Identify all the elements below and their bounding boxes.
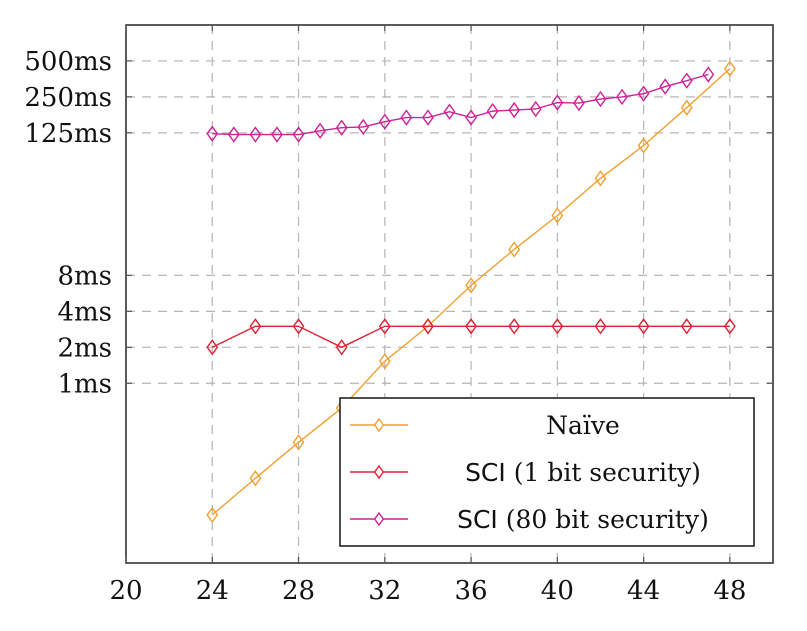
series-line (212, 73, 709, 136)
legend-label: Naïve (546, 411, 620, 440)
data-point-marker (616, 88, 628, 106)
data-point-marker (292, 434, 305, 451)
data-point-marker (551, 207, 564, 224)
data-point-marker (723, 60, 736, 77)
data-point-marker (206, 125, 219, 142)
data-point-marker (529, 100, 542, 118)
data-point-marker (335, 339, 348, 356)
data-point-marker (680, 72, 693, 89)
data-point-marker (702, 66, 715, 83)
legend-label-text: (80 bit security) (498, 505, 709, 534)
y-tick-label: 125ms (24, 119, 112, 149)
data-point-marker (249, 126, 262, 143)
data-point-marker (378, 318, 391, 335)
data-point-marker (551, 318, 564, 335)
data-point-marker (486, 102, 499, 120)
data-point-marker (508, 101, 521, 119)
data-point-marker (594, 170, 607, 187)
data-point-marker (551, 94, 564, 111)
data-point-marker (680, 99, 693, 116)
legend-label: SCI (80 bit security) (457, 505, 709, 534)
data-point-marker (335, 119, 348, 136)
legend-item: Naïve (350, 411, 620, 440)
data-point-marker (637, 318, 650, 335)
x-tick-label: 32 (368, 576, 401, 606)
data-point-marker (271, 126, 283, 143)
x-tick-label: 24 (196, 576, 229, 606)
data-point-marker (292, 318, 305, 335)
data-point-marker (378, 113, 391, 130)
data-point-marker (465, 277, 477, 294)
data-point-marker (292, 126, 305, 143)
data-point-marker (422, 318, 434, 335)
y-tick-label: 2ms (57, 333, 112, 363)
data-point-marker (378, 353, 391, 370)
legend-diamond-icon (373, 511, 385, 527)
data-point-marker (637, 85, 650, 102)
series-sci-80-bit-security (206, 66, 715, 143)
legend-item: SCI (80 bit security) (350, 505, 709, 534)
y-tick-label: 500ms (24, 47, 112, 77)
data-point-marker (659, 78, 672, 95)
data-point-marker (422, 109, 434, 126)
x-tick-label: 48 (713, 576, 746, 606)
data-point-marker (572, 94, 585, 112)
x-tick-label: 40 (541, 576, 574, 606)
legend-label-text: (1 bit security) (506, 458, 701, 487)
axis-ticks: 20 24 28 32 36 40 44 48 1ms 2ms 4ms 8ms 125ms 250ms 50… (24, 25, 773, 606)
legend-diamond-icon (373, 417, 385, 433)
y-tick-label: 250ms (24, 83, 112, 113)
data-point-marker (508, 318, 521, 335)
x-tick-label: 28 (282, 576, 315, 606)
plot-frame (125, 24, 774, 564)
data-point-marker (357, 118, 370, 136)
x-tick-label: 44 (627, 576, 660, 606)
data-point-marker (443, 103, 456, 120)
data-point-marker (594, 90, 607, 108)
legend-label-prefix: SCI (457, 505, 498, 534)
y-tick-label: 8ms (57, 261, 112, 291)
legend-item: SCI (1 bit security) (350, 458, 701, 487)
data-point-marker (249, 318, 262, 335)
data-point-marker (637, 137, 650, 154)
legend-label: SCI (1 bit security) (465, 458, 701, 487)
data-point-marker (465, 318, 477, 335)
data-point-marker (508, 241, 521, 258)
legend-label-text: Naïve (546, 411, 620, 440)
x-tick-label: 36 (455, 576, 488, 606)
data-point-marker (400, 109, 413, 126)
series-layer (206, 60, 736, 524)
series-line (211, 325, 730, 349)
data-point-marker (465, 109, 477, 126)
data-point-marker (249, 470, 262, 487)
legend-diamond-icon (373, 464, 385, 480)
data-point-marker (594, 318, 607, 335)
x-tick-label: 20 (109, 576, 142, 606)
y-tick-label: 4ms (57, 297, 112, 327)
data-point-marker (314, 122, 327, 140)
data-point-marker (680, 318, 693, 335)
legend-box (339, 397, 755, 547)
legend-label-prefix: SCI (465, 458, 506, 487)
data-point-marker (227, 126, 240, 143)
series-line (211, 68, 731, 516)
data-point-marker (723, 318, 736, 335)
data-point-marker (206, 339, 219, 356)
series-sci-1-bit-security (206, 318, 736, 356)
data-point-marker (206, 506, 219, 524)
y-tick-label: 1ms (57, 369, 112, 399)
